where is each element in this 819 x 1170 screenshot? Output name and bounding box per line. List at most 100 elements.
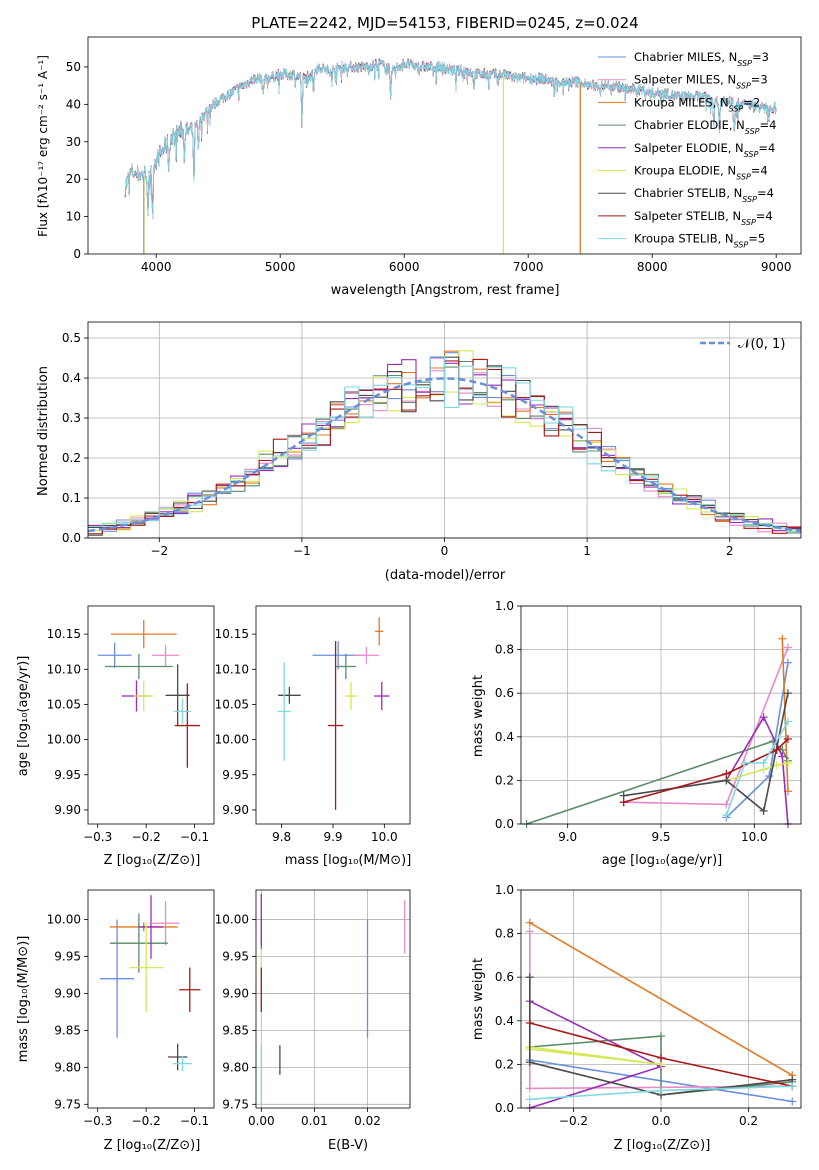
legend-label: Salpeter MILES, NSSP=3 xyxy=(634,73,768,91)
mass-weight-line xyxy=(526,740,789,825)
normal-legend-label: 𝒩(0, 1) xyxy=(738,337,785,352)
y-tick-label: 10.10 xyxy=(47,662,81,676)
x-tick-label: −0.1 xyxy=(180,830,209,844)
mw-age-x-label: age [log₁₀(age/yr)] xyxy=(602,853,723,868)
y-tick-label: 9.75 xyxy=(54,1097,81,1111)
mw-z-x-label: Z [log₁₀(Z/Z⊙)] xyxy=(614,1138,711,1153)
age-vs-metallicity-panel: −0.3 −0.2 −0.1 9.90 9.95 10.00 10.05 10.10 10.15 xyxy=(47,605,215,844)
mass-vs-ebv-panel: 0.00 0.01 0.02 9.75 9.80 9.85 9.90 9.95 10.00 xyxy=(215,889,411,1128)
axes-frame xyxy=(255,605,411,825)
x-tick-label: 9.0 xyxy=(558,830,577,844)
y-tick-label: 9.80 xyxy=(54,1060,81,1074)
y-tick-label: 9.85 xyxy=(222,1023,249,1037)
y-tick-label: 9.95 xyxy=(54,950,81,964)
x-tick-label: 0.02 xyxy=(354,1114,381,1128)
y-tick-label: 9.75 xyxy=(222,1097,249,1111)
x-tick-label: −0.2 xyxy=(559,1114,588,1128)
x-tick-label: 7000 xyxy=(513,260,544,274)
x-tick-label: 0 xyxy=(441,544,449,558)
mass-vs-metallicity-panel: −0.3 −0.2 −0.1 9.75 9.80 9.85 9.90 9.95 10.00 xyxy=(47,889,215,1128)
y-tick-label: 10.05 xyxy=(47,697,81,711)
mass-weight-vs-metallicity-panel: −0.2 0.0 0.2 0.0 0.2 0.4 0.6 0.8 1.0 xyxy=(495,883,802,1128)
legend-label: Salpeter STELIB, NSSP=4 xyxy=(634,209,773,227)
y-tick-label: 0 xyxy=(73,247,81,261)
y-tick-label: 10.00 xyxy=(215,913,249,927)
y-tick-label: 0.2 xyxy=(62,451,81,465)
x-tick-label: 9.9 xyxy=(323,830,342,844)
legend-label: Salpeter ELODIE, NSSP=4 xyxy=(634,141,775,159)
histogram-y-label: Normed distribution xyxy=(36,366,51,496)
legend-label: Kroupa MILES, NSSP=2 xyxy=(634,95,760,113)
y-tick-label: 10.15 xyxy=(47,627,81,641)
x-tick-label: 0.00 xyxy=(248,1114,275,1128)
x-tick-label: −0.3 xyxy=(83,1114,112,1128)
age-mass-x-label: mass [log₁₀(M/M⊙)] xyxy=(285,853,412,868)
x-tick-label: 10.0 xyxy=(741,830,768,844)
y-tick-label: 10.15 xyxy=(215,627,249,641)
y-tick-label: 0.4 xyxy=(62,371,81,385)
y-tick-label: 9.95 xyxy=(222,950,249,964)
x-tick-label: 8000 xyxy=(637,260,668,274)
x-tick-label: 6000 xyxy=(389,260,420,274)
y-tick-label: 0.2 xyxy=(495,773,514,787)
y-tick-label: 0.5 xyxy=(62,331,81,345)
x-tick-label: 9000 xyxy=(761,260,792,274)
axes-frame xyxy=(87,889,215,1109)
mass-weight-line xyxy=(781,638,789,792)
y-tick-label: 9.85 xyxy=(54,1023,81,1037)
y-tick-label: 0.8 xyxy=(495,643,514,657)
y-tick-label: 0.6 xyxy=(495,970,514,984)
y-tick-label: 0.0 xyxy=(62,531,81,545)
y-tick-label: 40 xyxy=(66,97,81,111)
y-tick-label: 0.0 xyxy=(495,1101,514,1115)
spectrum-line xyxy=(124,57,777,219)
ebv-x-label: E(B-V) xyxy=(328,1138,368,1153)
legend-label: Kroupa STELIB, NSSP=5 xyxy=(634,232,765,250)
normal-curve xyxy=(87,377,802,533)
x-tick-label: −0.2 xyxy=(132,830,161,844)
axes-frame xyxy=(87,605,215,825)
axes-frame xyxy=(520,889,802,1109)
y-tick-label: 50 xyxy=(66,60,81,74)
y-tick-label: 10.05 xyxy=(215,697,249,711)
axes-frame xyxy=(87,36,802,255)
y-tick-label: 10.00 xyxy=(47,733,81,747)
spectrum-panel: 4000 5000 6000 7000 8000 9000 0 10 20 30 40 50 xyxy=(66,36,802,274)
y-tick-label: 1.0 xyxy=(495,883,514,897)
x-tick-label: 1 xyxy=(583,544,591,558)
age-z-x-label: Z [log₁₀(Z/Z⊙)] xyxy=(104,853,201,868)
spectrum-x-label: wavelength [Angstrom, rest frame] xyxy=(331,283,560,298)
y-tick-label: 10.00 xyxy=(215,733,249,747)
y-tick-label: 0.4 xyxy=(495,1014,514,1028)
histogram-series xyxy=(88,356,801,533)
y-tick-label: 0.3 xyxy=(62,411,81,425)
figure-title: PLATE=2242, MJD=54153, FIBERID=0245, z=0… xyxy=(251,14,638,32)
y-tick-label: 0.6 xyxy=(495,686,514,700)
mass-z-x-label: Z [log₁₀(Z/Z⊙)] xyxy=(104,1138,201,1153)
spectrum-y-label: Flux [fλ10⁻¹⁷ erg cm⁻² s⁻¹ A⁻¹] xyxy=(36,55,50,237)
y-tick-label: 0.2 xyxy=(495,1057,514,1071)
mass-weight-line xyxy=(529,922,793,1076)
y-tick-label: 9.90 xyxy=(54,803,81,817)
mass-weight-line xyxy=(726,762,789,782)
x-tick-label: 10.0 xyxy=(371,830,398,844)
y-tick-label: 0.8 xyxy=(495,927,514,941)
y-tick-label: 30 xyxy=(66,135,81,149)
y-tick-label: 9.80 xyxy=(222,1060,249,1074)
x-tick-label: −2 xyxy=(150,544,168,558)
mw-z-y-label: mass weight xyxy=(471,958,486,1040)
legend-label: Chabrier STELIB, NSSP=4 xyxy=(634,186,774,204)
x-tick-label: −0.2 xyxy=(132,1114,161,1128)
residual-histogram-panel: −2 −1 0 1 2 0.0 0.1 0.2 0.3 0.4 0.5 xyxy=(62,321,802,558)
mass-weight-line xyxy=(623,738,789,803)
y-tick-label: 0.1 xyxy=(62,491,81,505)
x-tick-label: −0.3 xyxy=(83,830,112,844)
y-tick-label: 0.4 xyxy=(495,730,514,744)
age-z-y-label: age [log₁₀(age/yr)] xyxy=(16,656,31,777)
y-tick-label: 1.0 xyxy=(495,599,514,613)
histogram-legend: 𝒩(0, 1) xyxy=(700,337,785,352)
y-tick-label: 9.95 xyxy=(54,768,81,782)
age-vs-mass-panel: 9.8 9.9 10.0 9.90 9.95 10.00 10.05 10.10 10.15 xyxy=(215,605,411,844)
axes-frame xyxy=(520,605,802,825)
mass-weight-line xyxy=(725,721,789,816)
